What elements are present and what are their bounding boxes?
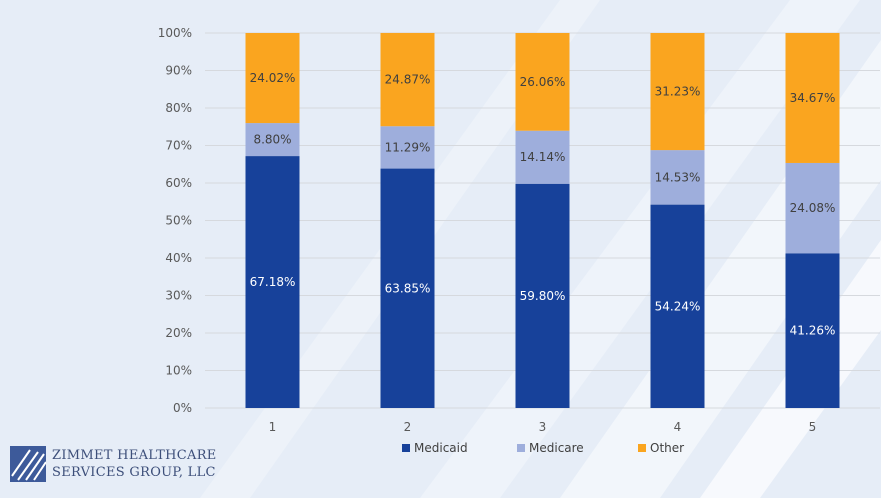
chart-slide: 0% 10% 20% 30% 40% 50% 60% 70% 80% 90% 100% 67.18%… [0,0,881,498]
logo-line-2: SERVICES GROUP, LLC [52,464,217,481]
x-tick-label: 4 [674,420,682,434]
data-label: 67.18% [250,275,296,289]
legend-label: Medicare [529,441,584,455]
legend-swatch [517,444,525,452]
y-tick-label: 100% [158,26,192,40]
y-tick-label: 0% [173,401,192,415]
stacked-bar-chart: 0% 10% 20% 30% 40% 50% 60% 70% 80% 90% 100% 67.18%… [0,0,881,498]
y-tick-label: 70% [165,139,192,153]
data-label: 41.26% [790,324,836,338]
logo-text: ZIMMET HEALTHCARE SERVICES GROUP, LLC [52,447,217,481]
data-label: 24.87% [385,73,431,87]
data-label: 11.29% [385,140,431,154]
y-tick-label: 90% [165,64,192,78]
y-tick-label: 80% [165,101,192,115]
data-label: 26.06% [520,75,566,89]
y-axis: 0% 10% 20% 30% 40% 50% 60% 70% 80% 90% 100% [158,26,192,415]
x-tick-label: 3 [539,420,547,434]
company-logo: ZIMMET HEALTHCARE SERVICES GROUP, LLC [10,444,217,484]
data-label: 54.24% [655,299,701,313]
data-label: 31.23% [655,85,701,99]
y-tick-label: 30% [165,289,192,303]
data-label: 8.80% [253,133,291,147]
y-tick-label: 50% [165,214,192,228]
data-label: 59.80% [520,289,566,303]
data-label: 24.08% [790,201,836,215]
legend-label: Other [650,441,684,455]
y-tick-label: 40% [165,251,192,265]
x-tick-label: 5 [809,420,817,434]
legend-swatch [638,444,646,452]
x-axis: 1 2 3 4 5 [269,420,817,434]
data-label: 34.67% [790,91,836,105]
legend-swatch [402,444,410,452]
data-label: 14.53% [655,170,701,184]
y-tick-label: 10% [165,364,192,378]
legend-label: Medicaid [414,441,468,455]
logo-mark-icon [10,446,46,482]
y-tick-label: 20% [165,326,192,340]
y-tick-label: 60% [165,176,192,190]
logo-line-1: ZIMMET HEALTHCARE [52,447,217,464]
data-label: 14.14% [520,150,566,164]
legend: Medicaid Medicare Other [402,441,684,455]
data-label: 24.02% [250,71,296,85]
data-label: 63.85% [385,281,431,295]
x-tick-label: 2 [404,420,412,434]
x-tick-label: 1 [269,420,277,434]
